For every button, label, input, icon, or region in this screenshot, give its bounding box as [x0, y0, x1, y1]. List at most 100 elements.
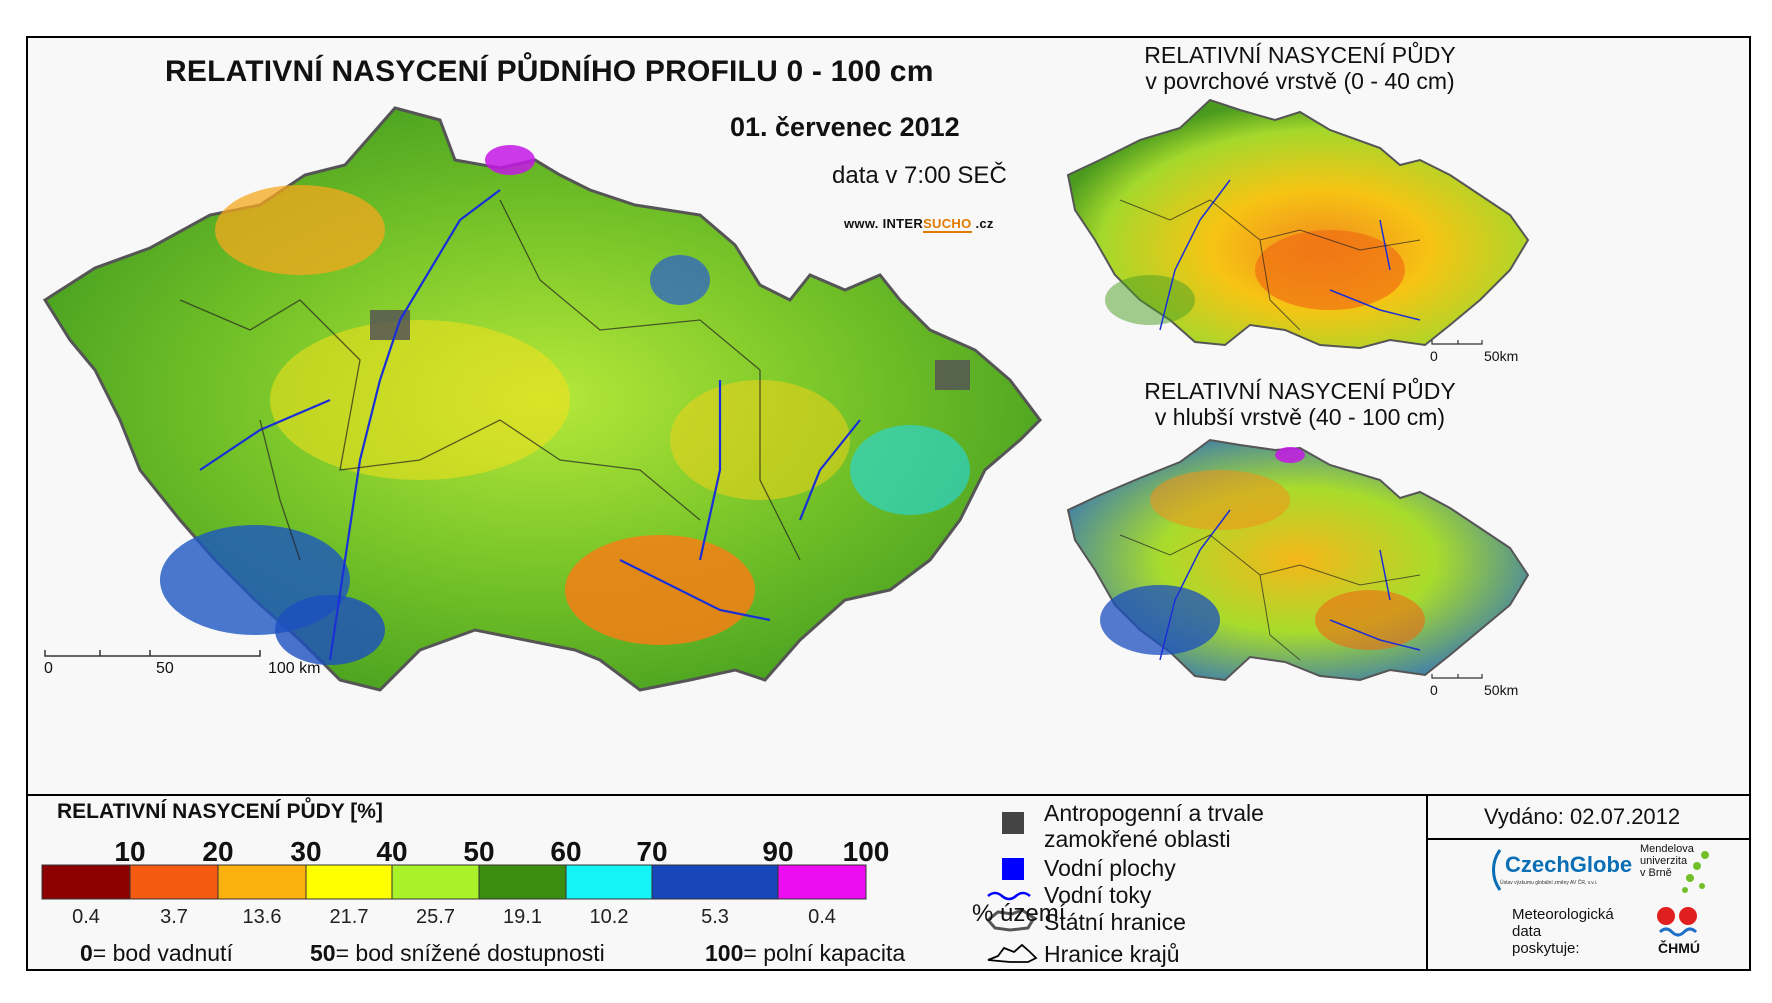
main-map — [42, 106, 1042, 692]
website-prefix: www. INTER — [844, 216, 924, 231]
definition-reduced-text: = bod snížené dostupnosti — [335, 940, 605, 966]
main-map-region-borders — [179, 199, 801, 561]
mendel-logo-icon — [1682, 851, 1709, 893]
tick-label-50: 50 — [463, 836, 495, 867]
main-map-yellow-center — [270, 320, 570, 480]
surface-map-region-borders — [1119, 199, 1421, 331]
meteo-line3: poskytuje: — [1512, 940, 1580, 957]
mendel-line1: Mendelova — [1640, 843, 1694, 855]
color-bar-class-8 — [651, 864, 779, 900]
tick-label-90: 90 — [762, 836, 794, 867]
surface-map-title-line1: RELATIVNÍ NASYCENÍ PŮDY — [1144, 42, 1456, 68]
surface-map-rivers — [1159, 179, 1421, 331]
tick-label-20: 20 — [202, 836, 234, 867]
chmu-logo-text: ČHMÚ — [1658, 940, 1700, 956]
website-link[interactable]: www. INTERSUCHO .cz — [844, 216, 994, 233]
chmu-logo-icon — [1657, 907, 1698, 937]
water-square-icon — [1002, 858, 1024, 880]
definition-wilting-value: 0 — [80, 940, 93, 966]
legend-water-label: Vodní plochy — [1044, 855, 1176, 881]
mendel-line2: univerzita — [1640, 855, 1688, 867]
main-map-date: 01. červenec 2012 — [730, 112, 960, 142]
deep-scale-bar — [1431, 674, 1483, 679]
main-scale-bar — [44, 650, 261, 657]
deep-map-title-line1: RELATIVNÍ NASYCENÍ PŮDY — [1144, 378, 1456, 404]
main-map-north-magenta — [485, 145, 535, 175]
main-scale-label-100: 100 km — [268, 660, 321, 677]
definition-capacity-value: 100 — [705, 940, 744, 966]
percent-label-2: 3.7 — [160, 906, 188, 928]
urban-square-icon — [1002, 812, 1024, 834]
main-map-east-cyan — [850, 425, 970, 515]
surface-map-orange — [1255, 230, 1405, 310]
surface-map-south-green — [1105, 275, 1195, 325]
deep-map-orange-south — [1315, 590, 1425, 650]
percent-label-7: 10.2 — [589, 906, 629, 928]
tick-label-30: 30 — [290, 836, 322, 867]
legend-percent-unit: % území — [972, 900, 1066, 927]
percent-label-8: 5.3 — [701, 906, 729, 928]
surface-map-title-line2: v povrchové vrstvě (0 - 40 cm) — [1145, 68, 1455, 94]
tick-label-70: 70 — [636, 836, 668, 867]
legend-urban-label-line1: Antropogenní a trvale — [1044, 800, 1264, 826]
percent-label-9: 0.4 — [808, 906, 836, 928]
color-bar-class-2 — [129, 864, 219, 900]
legend-region-border-label: Hranice krajů — [1044, 941, 1180, 967]
deep-map-title-line2: v hlubší vrstvě (40 - 100 cm) — [1154, 404, 1446, 430]
percent-label-3: 13.6 — [242, 906, 282, 928]
main-map-north-blue — [650, 255, 710, 305]
legend-river-label: Vodní toky — [1044, 882, 1152, 908]
surface-scale-label-50: 50km — [1484, 348, 1519, 364]
main-map-orange-west — [215, 185, 385, 275]
definition-field-capacity: 100= polní kapacita — [705, 940, 905, 967]
deep-scale-label-0: 0 — [1430, 682, 1438, 698]
tick-label-40: 40 — [376, 836, 408, 867]
credits-divider — [1426, 794, 1428, 971]
czechglobe-logo-icon — [1492, 849, 1502, 891]
color-bar-class-1 — [41, 864, 131, 900]
main-map-title: RELATIVNÍ NASYCENÍ PŮDNÍHO PROFILU 0 - 1… — [165, 55, 934, 88]
deep-map-southwest-blue — [1100, 585, 1220, 655]
website-suffix: .cz — [971, 216, 994, 231]
mendel-university-text: Mendelova univerzita v Brně — [1640, 843, 1694, 879]
tick-label-60: 60 — [550, 836, 582, 867]
color-bar-class-5 — [391, 864, 480, 900]
surface-scale-label-0: 0 — [1430, 348, 1438, 364]
czechglobe-subtitle: Ústav výzkumu globální změny AV ČR, v.v.… — [1500, 880, 1598, 886]
deep-map-orange-north — [1150, 470, 1290, 530]
meteo-data-text: Meteorologická data poskytuje: — [1512, 906, 1614, 957]
definition-wilting-text: = bod vadnutí — [92, 940, 233, 966]
main-scale-label-50: 50 — [156, 660, 174, 677]
definition-reduced-availability: 50= bod snížené dostupnosti — [310, 940, 605, 967]
legend-urban-label-line2: zamokřené oblasti — [1044, 826, 1231, 852]
main-map-urban-ostrava — [935, 360, 970, 390]
river-line-icon — [987, 891, 1031, 901]
legend-title: RELATIVNÍ NASYCENÍ PŮDY [%] — [57, 800, 383, 823]
deep-map — [1066, 438, 1530, 682]
color-bar — [41, 864, 867, 900]
percent-label-4: 21.7 — [329, 906, 369, 928]
meteo-line1: Meteorologická — [1512, 906, 1614, 923]
surface-map-title: RELATIVNÍ NASYCENÍ PŮDY v povrchové vrst… — [1040, 42, 1560, 94]
legend-state-border-label: Státní hranice — [1044, 909, 1186, 935]
color-bar-class-7 — [565, 864, 653, 900]
deep-map-rivers — [1159, 509, 1421, 661]
definition-capacity-text: = polní kapacita — [743, 940, 906, 966]
main-scale-label-0: 0 — [44, 660, 53, 677]
color-bar-class-4 — [305, 864, 393, 900]
issued-date: Vydáno: 02.07.2012 — [1484, 804, 1681, 829]
color-bar-class-3 — [217, 864, 307, 900]
deep-map-title: RELATIVNÍ NASYCENÍ PŮDY v hlubší vrstvě … — [1040, 378, 1560, 430]
surface-scale-bar — [1431, 340, 1483, 345]
main-map-orange-south — [565, 535, 755, 645]
legend-panel — [26, 794, 1751, 971]
deep-map-magenta — [1275, 447, 1305, 463]
main-map-southwest-cyan — [275, 595, 385, 665]
color-bar-class-6 — [478, 864, 567, 900]
percent-label-1: 0.4 — [72, 906, 100, 928]
deep-scale-label-50: 50km — [1484, 682, 1519, 698]
definition-wilting-point: 0= bod vadnutí — [80, 940, 233, 967]
definition-reduced-value: 50 — [310, 940, 336, 966]
percent-label-6: 19.1 — [503, 906, 542, 928]
